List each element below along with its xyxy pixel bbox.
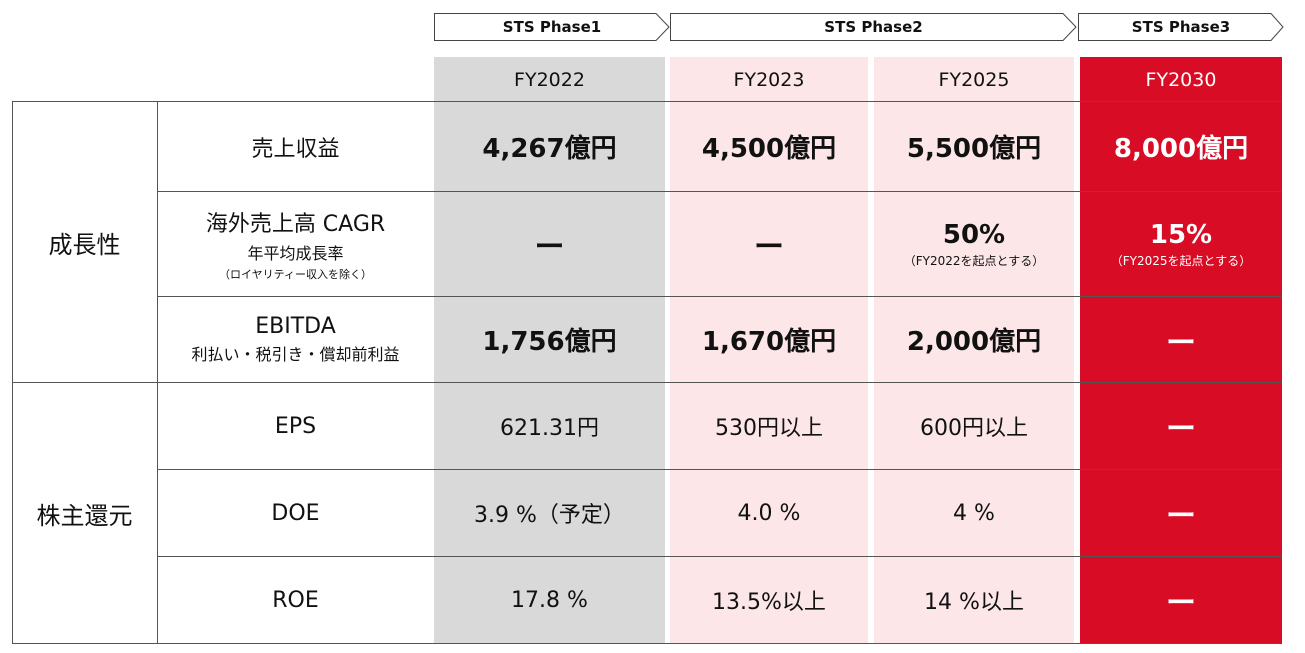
phase2-arrow-shape xyxy=(670,13,1077,41)
phase1-banner: STS Phase1 xyxy=(434,13,670,41)
value-cagr-fy2030-note: （FY2025を起点とする） xyxy=(1110,253,1252,268)
value-doe-fy2025: 4 % xyxy=(953,500,995,526)
value-ebitda-fy2022: 1,756億円 xyxy=(482,327,617,357)
table-bottom-border xyxy=(12,643,1282,644)
value-ebitda-fy2030: ー xyxy=(1166,325,1196,361)
value-revenue-fy2025: 5,500億円 xyxy=(906,134,1042,164)
metric-label-doe: DOE xyxy=(271,500,320,526)
fy2030-column-bg xyxy=(1080,57,1282,644)
row-divider xyxy=(157,296,1282,297)
value-cagr-fy2023: ー xyxy=(754,230,784,265)
metric-cagr-note: （ロイヤリティー収入を除く） xyxy=(218,268,372,281)
value-eps-fy2030: ー xyxy=(1166,412,1196,447)
metric-label-ebitda: EBITDA 利払い・税引き・償却前利益 xyxy=(158,297,433,382)
value-doe-fy2030: ー xyxy=(1166,499,1196,534)
value-ebitda-fy2023: 1,670億円 xyxy=(701,327,837,357)
value-eps-fy2025: 600円以上 xyxy=(920,416,1028,441)
phase2-banner: STS Phase2 xyxy=(670,13,1077,41)
metric-label-roe: ROE xyxy=(272,587,319,613)
phase3-label: STS Phase3 xyxy=(1131,18,1231,36)
value-cagr-fy2022: ー xyxy=(534,230,565,265)
phase3-banner: STS Phase3 xyxy=(1078,13,1284,41)
category-growth: 成長性 xyxy=(48,230,121,259)
value-eps-fy2023: 530円以上 xyxy=(715,416,823,441)
year-header-fy2025: FY2025 xyxy=(938,68,1010,91)
phase1-arrow-shape xyxy=(434,13,670,41)
phase3-arrow-shape xyxy=(1078,13,1284,41)
row-divider xyxy=(157,101,1282,102)
year-header-fy2030: FY2030 xyxy=(1145,68,1217,91)
value-cagr-fy2025-number: 50% xyxy=(942,219,1006,250)
value-cagr-fy2025-note: （FY2022を起点とする） xyxy=(903,253,1045,268)
row-divider xyxy=(157,191,1282,192)
fy2025-column-bg xyxy=(874,57,1074,644)
year-header-fy2022: FY2022 xyxy=(514,68,585,91)
metric-label-revenue: 売上収益 xyxy=(158,102,433,191)
metric-ebitda-title: EBITDA xyxy=(255,314,336,339)
metric-label-cagr: 海外売上高 CAGR 年平均成長率 （ロイヤリティー収入を除く） xyxy=(158,192,433,296)
value-revenue-fy2022: 4,267億円 xyxy=(482,134,617,164)
value-roe-fy2023: 13.5%以上 xyxy=(712,590,826,615)
metric-ebitda-subtitle: 利払い・税引き・償却前利益 xyxy=(191,345,400,364)
phase2-label: STS Phase2 xyxy=(824,18,923,36)
value-roe-fy2025: 14 %以上 xyxy=(924,590,1024,615)
value-doe-fy2022: 3.9 %（予定） xyxy=(474,503,625,528)
value-revenue-fy2030: 8,000億円 xyxy=(1113,134,1249,164)
value-doe-fy2023: 4.0 % xyxy=(737,500,801,526)
value-roe-fy2022: 17.8 % xyxy=(511,587,588,613)
category-right-border xyxy=(157,101,158,644)
row-divider xyxy=(157,469,1282,470)
metric-cagr-subtitle: 年平均成長率 xyxy=(247,244,344,263)
category-top-border xyxy=(12,101,158,102)
row-divider xyxy=(157,556,1282,557)
row-divider xyxy=(12,382,1282,383)
value-eps-fy2022: 621.31円 xyxy=(500,416,599,441)
fy2022-column-bg xyxy=(434,57,665,644)
metric-cagr-title: 海外売上高 CAGR xyxy=(205,212,386,237)
fy2023-column-bg xyxy=(670,57,868,644)
value-cagr-fy2030: 15% （FY2025を起点とする） xyxy=(1080,192,1282,296)
metric-label-eps: EPS xyxy=(274,413,317,439)
year-header-fy2023: FY2023 xyxy=(733,68,805,91)
value-cagr-fy2030-number: 15% xyxy=(1149,219,1213,250)
value-revenue-fy2023: 4,500億円 xyxy=(701,134,837,164)
metric-revenue-title: 売上収益 xyxy=(251,136,340,162)
category-left-border xyxy=(12,101,13,644)
value-cagr-fy2025: 50% （FY2022を起点とする） xyxy=(874,192,1074,296)
value-roe-fy2030: ー xyxy=(1166,586,1196,621)
value-ebitda-fy2025: 2,000億円 xyxy=(906,327,1042,357)
phase1-label: STS Phase1 xyxy=(502,18,602,36)
category-shareholder-return: 株主還元 xyxy=(36,501,133,530)
